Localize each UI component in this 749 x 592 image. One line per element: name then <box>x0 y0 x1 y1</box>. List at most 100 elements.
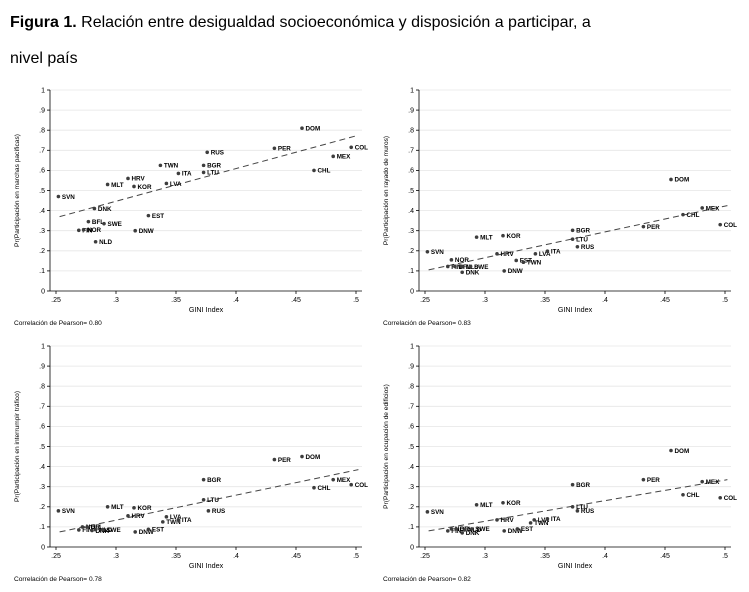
point-label-NOR: NOR <box>87 227 101 234</box>
y-tick-label: 1 <box>41 343 45 350</box>
y-tick-label: 0 <box>410 544 414 551</box>
scatter-plot-ocupacion-edificios: 0 .1 .2 .3 .4 .5 .6 .7 .8 .9 1 .25 .3 .35 .4 .45 .5 SVN FI… <box>383 343 737 583</box>
data-point-BGR <box>201 477 206 482</box>
pearson-footnote: Correlación de Pearson= 0.82 <box>383 576 471 583</box>
data-point-NLD <box>460 264 464 269</box>
point-label-COL: COL <box>724 495 737 502</box>
y-tick-label: .4 <box>408 208 414 215</box>
point-label-ITA: ITA <box>182 517 192 524</box>
y-tick-label: .7 <box>39 404 45 411</box>
point-label-LVA: LVA <box>539 251 551 258</box>
x-tick-label: .25 <box>420 297 430 304</box>
y-tick-label: .1 <box>408 268 414 275</box>
x-tick-label: .45 <box>660 297 670 304</box>
y-tick-label: .2 <box>408 504 414 511</box>
point-label-NLD: NLD <box>466 264 479 271</box>
trend-line <box>59 134 359 218</box>
point-label-BGR: BGR <box>207 477 221 484</box>
x-tick-label: .5 <box>722 553 728 560</box>
point-label-NOR: NOR <box>455 257 469 264</box>
data-point-ITA <box>176 171 181 176</box>
point-label-MEX: MEX <box>706 205 720 212</box>
point-label-MEX: MEX <box>337 154 351 161</box>
y-tick-label: .2 <box>39 248 45 255</box>
y-tick-label: .4 <box>408 464 414 471</box>
point-label-MLT: MLT <box>480 502 493 509</box>
point-label-PER: PER <box>278 146 291 153</box>
point-label-SVN: SVN <box>431 249 444 256</box>
y-tick-label: .4 <box>39 208 45 215</box>
data-point-EST <box>146 213 151 218</box>
data-point-SVN <box>425 250 430 254</box>
y-tick-label: 1 <box>41 87 45 94</box>
y-tick-label: .7 <box>39 148 45 155</box>
data-point-COL <box>718 495 722 500</box>
scatter-plot-rayado-de-muros: 0.1.2.3.4.5.6.7.8.91.25.3.35.4.45.5SVNFI… <box>383 87 737 327</box>
y-tick-label: .7 <box>408 404 414 411</box>
data-point-MLT <box>105 505 110 509</box>
point-label-KOR: KOR <box>138 505 152 512</box>
point-label-DNK: DNK <box>98 206 112 213</box>
data-point-SVN <box>56 194 61 199</box>
pearson-footnote: Correlación de Pearson= 0.80 <box>14 320 102 327</box>
point-label-MLT: MLT <box>111 504 124 511</box>
data-point-TWN <box>521 260 526 265</box>
point-label-DNK: DNK <box>466 530 480 537</box>
point-label-BGR: BGR <box>576 228 590 235</box>
point-label-EST: EST <box>152 213 164 220</box>
data-point-SWE <box>470 527 474 531</box>
point-label-HRV: HRV <box>132 513 146 520</box>
y-tick-label: .7 <box>408 148 414 155</box>
data-point-KOR <box>501 500 505 505</box>
x-tick-label: .4 <box>233 297 239 304</box>
point-label-CHL: CHL <box>687 492 700 499</box>
point-label-BGR: BGR <box>576 482 590 489</box>
data-point-COL <box>349 145 354 150</box>
data-point-HRV <box>495 518 499 522</box>
data-point-CHL <box>681 212 685 217</box>
data-point-ITA <box>545 517 550 521</box>
data-point-DOM <box>300 454 304 459</box>
data-point-ITA <box>176 518 181 522</box>
x-tick-label: .5 <box>722 297 728 304</box>
data-point-DNW <box>502 269 506 273</box>
x-tick-label: .4 <box>602 553 608 560</box>
y-tick-label: .9 <box>39 363 45 370</box>
data-point-BFL <box>86 219 91 224</box>
x-tick-label: .4 <box>602 297 608 304</box>
point-label-LVA: LVA <box>538 517 550 524</box>
data-point-KOR <box>501 233 505 238</box>
data-point-DNW <box>133 530 137 534</box>
point-label-FIN: FIN <box>82 228 93 235</box>
point-label-HRV: HRV <box>501 251 515 258</box>
point-label-DOM: DOM <box>675 177 690 184</box>
data-point-SWE <box>468 264 473 269</box>
data-point-NLD <box>462 528 467 532</box>
x-tick-label: .25 <box>51 297 61 304</box>
data-point-MLT <box>474 235 479 239</box>
data-point-NLD <box>93 527 98 532</box>
point-label-RUS: RUS <box>211 150 224 157</box>
point-label-KOR: KOR <box>507 233 521 240</box>
point-label-CHL: CHL <box>318 485 331 492</box>
data-point-RUS <box>575 509 580 513</box>
x-axis-title: GINI Index <box>189 305 224 314</box>
x-tick-label: .3 <box>113 297 119 304</box>
y-tick-label: .3 <box>408 484 414 491</box>
point-label-TWN: TWN <box>164 163 179 170</box>
point-label-CHL: CHL <box>687 212 700 219</box>
point-label-RUS: RUS <box>581 244 594 251</box>
point-label-NLD: NLD <box>99 527 112 534</box>
data-point-DOM <box>300 126 304 130</box>
y-tick-label: .6 <box>408 168 414 175</box>
data-point-FIN <box>446 529 450 533</box>
data-point-NOR <box>81 227 86 232</box>
data-point-PER <box>272 457 277 462</box>
x-tick-label: .3 <box>482 553 488 560</box>
point-label-BFL: BFL <box>92 219 104 226</box>
data-point-RUS <box>205 150 209 155</box>
data-point-MEX <box>331 154 336 159</box>
x-tick-label: .35 <box>171 297 181 304</box>
y-tick-label: .8 <box>39 384 45 391</box>
y-tick-label: .5 <box>408 444 414 451</box>
